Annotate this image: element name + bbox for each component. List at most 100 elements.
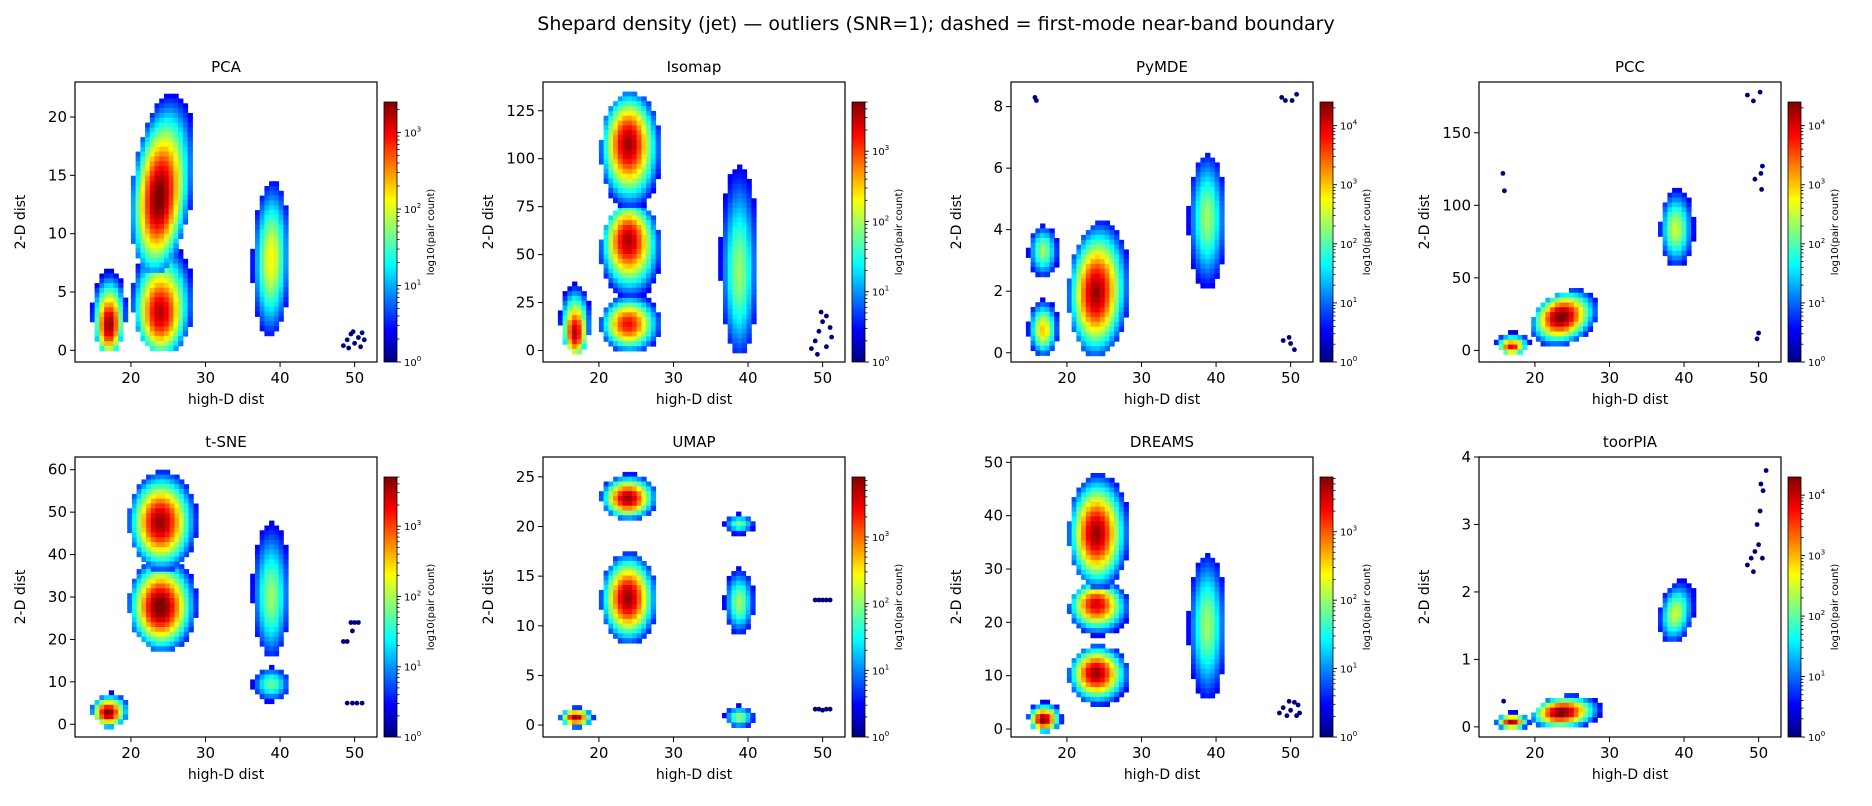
- density-cell: [173, 161, 179, 167]
- density-cell: [608, 312, 614, 318]
- density-cell: [740, 530, 747, 537]
- density-cell: [1109, 239, 1115, 246]
- density-cell: [113, 307, 119, 313]
- density-cell: [188, 598, 194, 604]
- density-cell: [1100, 540, 1106, 546]
- density-cell: [155, 641, 161, 647]
- density-cell: [1214, 635, 1220, 641]
- density-cell: [1691, 236, 1697, 242]
- x-axis-label: high-D dist: [1592, 392, 1669, 408]
- outlier-point: [1292, 347, 1297, 353]
- density-cell: [154, 190, 160, 196]
- density-cell: [723, 232, 729, 238]
- density-cell: [1550, 326, 1556, 332]
- colorbar-tick-label: 102: [1340, 237, 1357, 251]
- density-cell: [1071, 677, 1077, 683]
- density-cell: [1200, 562, 1206, 569]
- density-cell: [150, 636, 157, 642]
- density-cell: [178, 321, 184, 327]
- density-cell: [178, 307, 184, 313]
- density-cell: [159, 185, 165, 191]
- density-cell: [608, 326, 614, 333]
- density-cell: [1662, 202, 1668, 208]
- density-cell: [603, 234, 609, 241]
- density-cell: [650, 220, 657, 226]
- density-cell: [1100, 326, 1106, 333]
- y-tick-label: 25: [516, 294, 535, 312]
- density-cell: [187, 282, 193, 289]
- density-cell: [732, 251, 738, 257]
- density-cell: [169, 646, 175, 652]
- density-cell: [718, 275, 724, 281]
- density-cell: [130, 307, 137, 313]
- outlier-point: [1295, 702, 1301, 708]
- density-cell: [1681, 197, 1687, 203]
- density-cell: [278, 297, 284, 303]
- density-cell: [636, 159, 642, 165]
- density-cell: [727, 275, 733, 281]
- density-cell: [1114, 653, 1120, 659]
- density-cell: [641, 202, 647, 208]
- density-cell: [627, 618, 633, 625]
- density-cell: [1100, 687, 1106, 693]
- density-cell: [622, 268, 628, 274]
- density-cell: [740, 595, 747, 601]
- density-cell: [149, 117, 156, 124]
- density-cell: [1573, 321, 1579, 328]
- density-cell: [273, 190, 280, 197]
- density-cell: [173, 170, 179, 177]
- density-cell: [164, 170, 170, 177]
- density-cell: [259, 219, 265, 226]
- density-cell: [269, 219, 275, 226]
- density-cell: [632, 120, 638, 126]
- density-cell: [608, 604, 614, 610]
- density-cell: [108, 714, 115, 720]
- density-cell: [99, 719, 105, 725]
- density-cell: [1081, 545, 1087, 551]
- density-cell: [745, 624, 751, 630]
- x-tick-label: 20: [1525, 369, 1544, 387]
- density-cell: [259, 195, 265, 201]
- density-cell: [1205, 176, 1211, 183]
- density-cell: [159, 195, 165, 201]
- density-cell: [622, 215, 628, 221]
- density-cell: [1564, 292, 1570, 299]
- density-cell: [646, 168, 652, 175]
- density-cell: [726, 575, 732, 582]
- density-cell: [1118, 297, 1125, 304]
- density-cell: [737, 198, 743, 204]
- density-cell: [99, 316, 105, 323]
- density-cell: [1554, 317, 1561, 323]
- density-cell: [1081, 326, 1087, 333]
- density-cell: [273, 311, 280, 317]
- density-cell: [136, 573, 142, 580]
- density-cell: [104, 268, 110, 275]
- density-cell: [632, 312, 638, 318]
- density-cell: [732, 265, 738, 272]
- density-cell: [1109, 307, 1115, 313]
- density-cell: [567, 344, 573, 350]
- density-cell: [1219, 244, 1225, 250]
- density-cell: [130, 175, 137, 182]
- density-cell: [1109, 297, 1115, 304]
- density-cell: [1118, 677, 1125, 683]
- density-cell: [1100, 331, 1106, 337]
- density-cell: [751, 256, 757, 262]
- density-cell: [576, 714, 583, 721]
- density-cell: [1118, 502, 1125, 508]
- density-cell: [154, 204, 160, 211]
- density-cell: [278, 559, 284, 565]
- density-cell: [641, 125, 647, 131]
- density-cell: [632, 556, 638, 562]
- density-cell: [650, 594, 657, 601]
- density-cell: [1681, 221, 1687, 228]
- y-tick-label: 8: [993, 98, 1003, 116]
- density-cell: [650, 268, 657, 274]
- density-cell: [1085, 259, 1092, 265]
- density-cell: [131, 513, 138, 519]
- density-cell: [613, 346, 619, 352]
- density-cell: [269, 186, 275, 192]
- density-cell: [1578, 331, 1584, 337]
- density-cell: [737, 236, 743, 243]
- density-cell: [169, 607, 175, 614]
